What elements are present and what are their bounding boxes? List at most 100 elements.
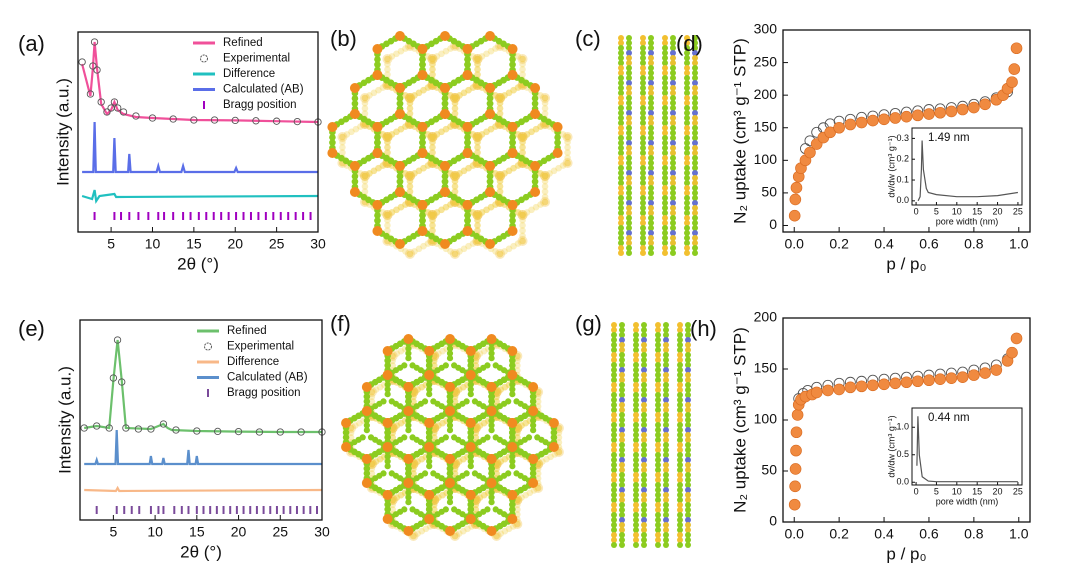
atom xyxy=(619,322,625,328)
data-line xyxy=(917,140,1018,202)
atom xyxy=(626,215,632,221)
atom xyxy=(514,501,521,509)
atom xyxy=(474,227,481,234)
atom xyxy=(424,490,435,500)
atom xyxy=(692,175,698,181)
atom xyxy=(382,132,393,142)
atom xyxy=(655,402,661,408)
atom xyxy=(427,210,438,220)
atom xyxy=(633,352,639,358)
atom xyxy=(397,203,405,211)
atom xyxy=(472,357,480,365)
legend-swatch xyxy=(204,342,212,351)
atom xyxy=(510,242,517,250)
atom xyxy=(640,200,646,206)
atom xyxy=(685,512,691,518)
atom xyxy=(480,347,488,355)
atom xyxy=(384,357,391,364)
atom xyxy=(519,133,526,141)
atom xyxy=(640,210,646,216)
atom xyxy=(406,94,414,102)
atom xyxy=(347,434,355,441)
panel-label: (d) xyxy=(676,31,703,56)
atom xyxy=(663,427,669,433)
atom xyxy=(663,407,669,413)
y-tick-label: 250 xyxy=(754,53,778,69)
atom xyxy=(476,494,484,501)
y-axis-label: Intensity (a.u.) xyxy=(55,366,74,474)
atom xyxy=(451,94,459,102)
atom xyxy=(474,55,481,63)
atom xyxy=(648,85,654,91)
atom xyxy=(541,105,549,112)
x-axis-label: p / p₀ xyxy=(886,254,926,273)
atom xyxy=(641,357,647,363)
atom xyxy=(611,527,617,533)
atom xyxy=(465,164,472,172)
atom xyxy=(445,478,455,488)
atom xyxy=(397,203,405,211)
atom xyxy=(552,122,563,132)
atom xyxy=(663,482,669,488)
atom xyxy=(514,131,522,138)
atom xyxy=(619,447,625,453)
atom xyxy=(339,144,346,151)
atom xyxy=(663,542,669,548)
atom xyxy=(618,105,624,111)
atom xyxy=(496,94,504,102)
atom xyxy=(662,85,668,91)
filled-point xyxy=(956,371,969,383)
atom xyxy=(507,418,518,428)
atom xyxy=(619,537,625,543)
atom xyxy=(451,393,459,401)
atom xyxy=(619,527,625,533)
atom xyxy=(505,89,513,97)
atom xyxy=(492,170,499,177)
legend-label: Difference xyxy=(227,356,279,368)
atom xyxy=(474,222,481,229)
atom xyxy=(677,482,683,488)
atom xyxy=(692,190,698,196)
atom xyxy=(618,170,624,176)
atom xyxy=(655,322,661,328)
atom xyxy=(430,362,438,369)
atom xyxy=(384,133,391,141)
atom xyxy=(684,190,690,196)
atom xyxy=(382,210,393,220)
atom xyxy=(663,522,669,528)
atom xyxy=(663,462,669,468)
atom xyxy=(388,131,396,138)
atom xyxy=(633,527,639,533)
atom xyxy=(403,526,414,536)
atom xyxy=(626,175,632,181)
atom xyxy=(384,222,391,229)
atom xyxy=(662,130,668,136)
atom xyxy=(519,133,526,141)
atom xyxy=(540,197,551,207)
atom xyxy=(530,187,541,197)
open-point xyxy=(110,98,119,106)
atom xyxy=(641,437,647,443)
atom xyxy=(446,422,454,429)
atom xyxy=(677,502,683,508)
atom xyxy=(404,171,415,181)
atom xyxy=(684,245,690,251)
atom xyxy=(648,235,654,241)
atom xyxy=(410,465,417,473)
atom xyxy=(662,125,668,131)
atom xyxy=(451,105,459,112)
atom xyxy=(677,322,683,328)
atom xyxy=(501,527,509,535)
atom xyxy=(640,60,646,66)
atom xyxy=(424,162,432,169)
atom xyxy=(382,132,393,142)
atom xyxy=(684,75,690,81)
atom xyxy=(440,83,450,93)
atom xyxy=(641,322,647,328)
y-tick-label: 0.0 xyxy=(896,195,909,205)
atom xyxy=(496,110,504,117)
atom xyxy=(692,115,698,121)
atom xyxy=(429,71,436,78)
x-tick-label: 0.4 xyxy=(874,236,894,252)
x-tick-label: 5 xyxy=(934,486,939,496)
